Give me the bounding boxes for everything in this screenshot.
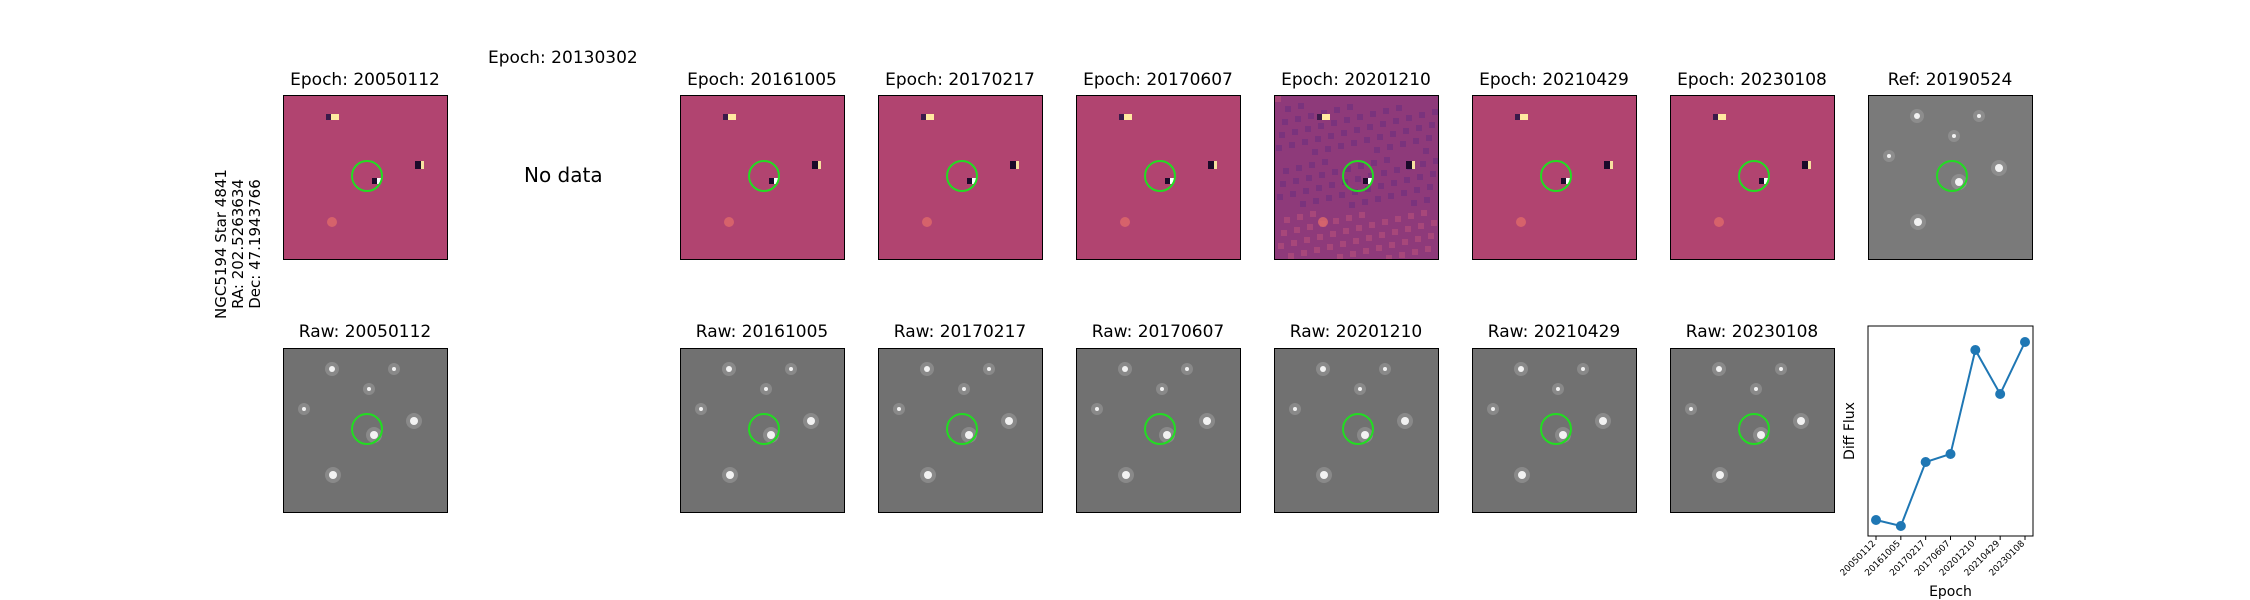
target-circle: [1540, 160, 1572, 192]
target-circle: [946, 160, 978, 192]
raw-image-6: [1670, 348, 1835, 513]
missing-epoch-title: Epoch: 20130302: [488, 48, 638, 68]
bottom-panel-title-4: Raw: 20201210: [1289, 322, 1423, 342]
target-circle: [351, 413, 383, 445]
x-axis-label: Epoch: [1929, 584, 1972, 600]
raw-image-0: [283, 348, 448, 513]
top-image-2: [878, 95, 1043, 260]
bottom-panel-title-1: Raw: 20161005: [695, 322, 829, 342]
top-panel-title-0: Epoch: 20050112: [290, 70, 440, 90]
top-panel-title-1: Epoch: 20161005: [687, 70, 837, 90]
target-circle: [1144, 160, 1176, 192]
target-circle: [748, 413, 780, 445]
top-panel-title-4: Epoch: 20201210: [1281, 70, 1431, 90]
no-data-message: No data: [524, 163, 603, 187]
data-point-6: [2020, 337, 2030, 347]
target-circle: [1540, 413, 1572, 445]
bottom-panel-title-0: Raw: 20050112: [298, 322, 432, 342]
data-point-0: [1871, 515, 1881, 525]
raw-image-5: [1472, 348, 1637, 513]
diff-flux-plot: 2005011220161005201702172017060720201210…: [1840, 325, 2034, 600]
data-point-3: [1945, 449, 1956, 459]
top-panel-title-3: Epoch: 20170607: [1083, 70, 1233, 90]
data-point-2: [1920, 457, 1931, 467]
bottom-panel-title-6: Raw: 20230108: [1685, 322, 1819, 342]
data-point-5: [1995, 389, 2006, 399]
target-circle: [351, 160, 383, 192]
y-axis-label: Diff Flux: [1842, 402, 1858, 460]
top-image-0: [283, 95, 448, 260]
top-image-7: [1868, 95, 2033, 260]
bottom-panel-title-2: Raw: 20170217: [893, 322, 1027, 342]
top-panel-title-6: Epoch: 20230108: [1677, 70, 1827, 90]
top-image-3: [1076, 95, 1241, 260]
top-panel-title-5: Epoch: 20210429: [1479, 70, 1629, 90]
target-circle: [1738, 413, 1770, 445]
target-circle: [1738, 160, 1770, 192]
top-image-6: [1670, 95, 1835, 260]
data-point-4: [1970, 345, 1981, 355]
data-point-1: [1895, 521, 1906, 531]
top-image-1: [680, 95, 845, 260]
top-panel-title-7: Ref: 20190524: [1887, 70, 2013, 90]
dec-label: Dec: 47.1943766: [246, 179, 264, 309]
ra-label: RA: 202.5263634: [229, 179, 247, 309]
raw-image-2: [878, 348, 1043, 513]
target-circle: [748, 160, 780, 192]
target-circle: [1342, 413, 1374, 445]
top-panel-title-2: Epoch: 20170217: [885, 70, 1035, 90]
top-image-5: [1472, 95, 1637, 260]
target-circle: [1342, 160, 1374, 192]
bottom-panel-title-3: Raw: 20170607: [1091, 322, 1225, 342]
star-name: NGC5194 Star 4841: [212, 169, 230, 319]
target-circle: [1936, 160, 1968, 192]
raw-image-3: [1076, 348, 1241, 513]
bottom-panel-title-5: Raw: 20210429: [1487, 322, 1621, 342]
top-image-4: [1274, 95, 1439, 260]
target-circle: [1144, 413, 1176, 445]
raw-image-4: [1274, 348, 1439, 513]
target-circle: [946, 413, 978, 445]
plot-axes-frame: [1867, 325, 2034, 537]
series-line: [1875, 341, 2026, 528]
raw-image-1: [680, 348, 845, 513]
